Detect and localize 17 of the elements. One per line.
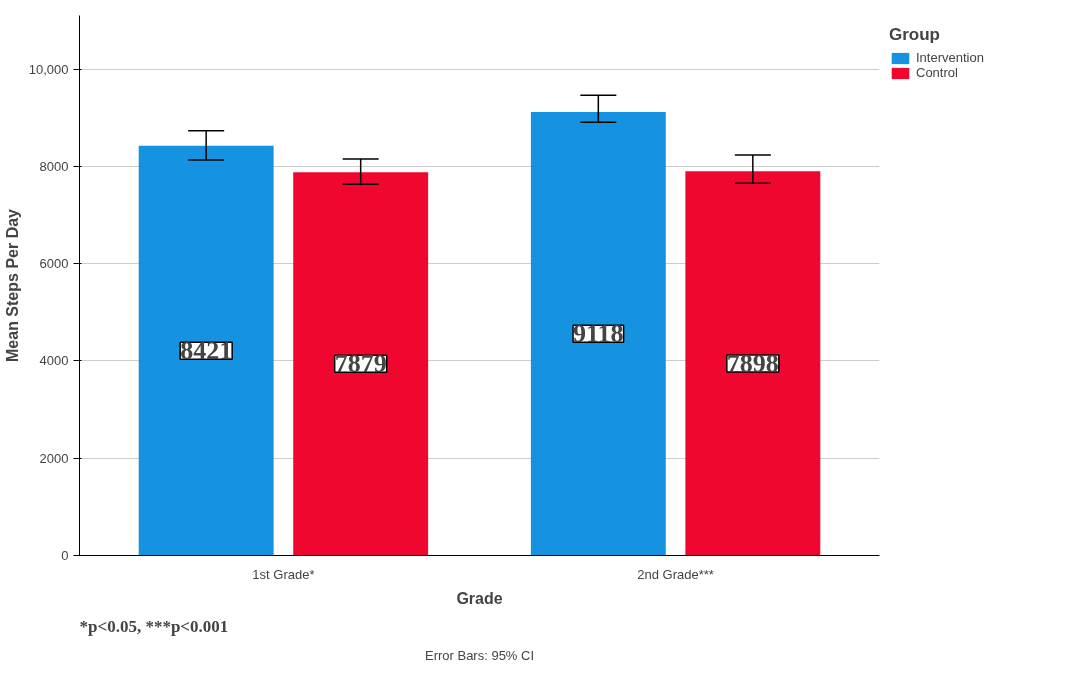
legend-title: Group [889,25,941,45]
y-tick-label: 6000 [39,256,69,272]
y-tick-label: 0 [61,548,69,563]
data-label: 7879 [334,349,387,379]
x-tick-label: 2nd Grade*** [637,566,714,582]
text: Error Bars: 95% CI [424,647,535,663]
text: *p<0.05, ***p<0.001 [79,616,229,636]
x-axis-title: Grade [456,589,503,607]
y-axis-title: Mean Steps Per Day [3,208,21,362]
y-tick-label: 10,000 [28,61,69,77]
y-tick-label: 2000 [39,450,69,466]
y-tick-label: 8000 [39,158,69,174]
legend-label: Control [916,65,958,80]
x-tick-label: 1st Grade* [252,566,315,582]
data-label: 8421 [180,336,233,366]
y-tick-label: 4000 [39,353,69,369]
legend-label: Intervention [916,50,984,65]
